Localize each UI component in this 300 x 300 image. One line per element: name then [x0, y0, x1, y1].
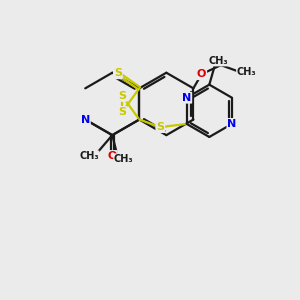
Text: O: O	[197, 69, 206, 79]
Text: S: S	[114, 68, 122, 78]
Text: N: N	[81, 115, 90, 124]
Text: CH₃: CH₃	[208, 56, 228, 66]
Text: N: N	[182, 93, 191, 103]
Text: CH₃: CH₃	[79, 151, 99, 161]
Text: N: N	[227, 119, 237, 129]
Text: CH₃: CH₃	[237, 68, 256, 77]
Text: S: S	[118, 91, 126, 101]
Text: S: S	[156, 122, 164, 132]
Text: S: S	[118, 107, 126, 117]
Text: CH₃: CH₃	[114, 154, 134, 164]
Text: O: O	[108, 151, 117, 161]
